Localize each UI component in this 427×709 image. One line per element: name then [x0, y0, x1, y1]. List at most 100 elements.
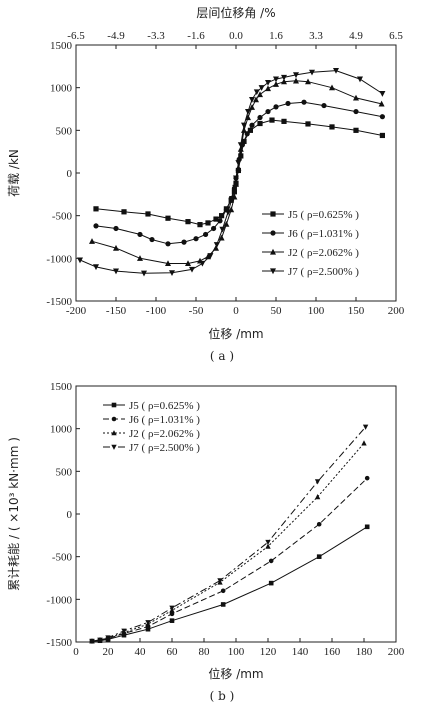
- legend-marker: [270, 268, 276, 275]
- series-line: [91, 526, 368, 642]
- data-point: [145, 211, 151, 217]
- x-tick-label: 100: [228, 646, 245, 658]
- data-point: [113, 244, 119, 251]
- legend-b: J5 ( ρ=0.625% ) J6 ( ρ=1.031% ) J2 ( ρ=2.0…: [103, 400, 200, 454]
- data-point: [205, 253, 211, 260]
- data-point: [89, 238, 95, 244]
- data-point: [268, 558, 274, 564]
- x-tick-label: 200: [388, 305, 405, 317]
- data-point: [265, 85, 271, 92]
- data-point: [265, 79, 271, 86]
- data-point: [89, 638, 95, 645]
- data-point: [137, 255, 143, 261]
- data-point: [249, 104, 255, 110]
- legend-entry: J6 ( ρ=1.031% ): [129, 414, 200, 426]
- top-tick-label: 6.5: [389, 30, 403, 42]
- data-point: [217, 218, 223, 224]
- data-point: [149, 236, 155, 243]
- data-point: [220, 588, 226, 594]
- top-tick-label: 3.3: [309, 30, 323, 42]
- x-tick-label: 0: [233, 305, 239, 317]
- data-point: [211, 225, 217, 232]
- data-point: [169, 605, 175, 611]
- data-point: [258, 85, 265, 91]
- legend-entry: J2 ( ρ=2.062% ): [288, 247, 359, 259]
- data-point: [141, 270, 147, 277]
- data-point: [364, 524, 370, 530]
- top-tick-label: -3.3: [147, 30, 165, 42]
- legend-entry: J2 ( ρ=2.062% ): [129, 428, 200, 440]
- data-point: [245, 114, 251, 121]
- data-point: [232, 184, 239, 191]
- y-axis-label-a: 荷载 /kN: [7, 149, 21, 197]
- data-point: [203, 231, 209, 238]
- data-point: [219, 226, 226, 233]
- y-tick-label: 500: [56, 466, 73, 478]
- data-point: [165, 260, 171, 267]
- data-point: [233, 175, 239, 182]
- data-point: [217, 578, 223, 584]
- data-point: [213, 216, 219, 222]
- top-tick-label: 1.6: [269, 30, 283, 42]
- top-axis-label-a: 层间位移角 /%: [196, 5, 275, 20]
- legend-entry: J7 ( ρ=2.500% ): [288, 266, 359, 278]
- data-point: [93, 223, 99, 229]
- data-point: [205, 220, 211, 226]
- x-tick-label: -150: [106, 305, 127, 317]
- legend-marker: [270, 248, 276, 255]
- series-2: [89, 475, 370, 644]
- data-point: [353, 127, 359, 133]
- data-point: [213, 242, 220, 248]
- data-point: [93, 264, 99, 271]
- data-point: [247, 127, 253, 133]
- data-point: [316, 521, 322, 527]
- plot-frame-b: [75, 385, 397, 643]
- data-point: [235, 164, 242, 171]
- series-line: [91, 80, 382, 264]
- data-point: [257, 91, 263, 98]
- x-tick-label: 20: [103, 646, 115, 658]
- legend-entry: J5 ( ρ=0.625% ): [288, 209, 359, 221]
- top-tick-label: 0.0: [229, 30, 243, 42]
- data-point: [305, 121, 311, 127]
- data-point: [249, 97, 255, 103]
- data-point: [165, 215, 171, 221]
- x-tick-label: 140: [292, 646, 309, 658]
- data-point: [309, 69, 315, 76]
- data-point: [293, 77, 299, 84]
- y-tick-label: 0: [67, 168, 73, 180]
- data-point: [93, 206, 99, 212]
- x-tick-label: 120: [260, 646, 277, 658]
- data-point: [362, 424, 369, 430]
- data-point: [281, 74, 287, 81]
- data-point: [97, 637, 103, 643]
- data-point: [253, 96, 259, 103]
- top-tick-label: -6.5: [67, 30, 85, 42]
- legend-entry: J6 ( ρ=1.031% ): [288, 228, 359, 240]
- data-point: [235, 160, 242, 166]
- caption-a: ( a ): [210, 349, 234, 363]
- x-tick-label: -50: [189, 305, 204, 317]
- caption-b: ( b ): [210, 689, 235, 703]
- axis-ticks-a: -200 -150 -100 -50 0 50 100 150 200-1500-1000-50…: [46, 30, 404, 317]
- data-point: [329, 124, 335, 130]
- data-point: [265, 539, 271, 546]
- data-point: [357, 76, 363, 83]
- x-tick-label: 40: [135, 646, 147, 658]
- data-point: [137, 231, 143, 238]
- data-point: [253, 89, 260, 96]
- series-line: [79, 70, 383, 274]
- data-point: [237, 142, 244, 149]
- data-point: [145, 620, 151, 626]
- y-tick-label: -1500: [46, 296, 72, 308]
- data-point: [207, 253, 214, 259]
- data-point: [379, 114, 385, 120]
- x-tick-label: 50: [271, 305, 283, 317]
- data-point: [285, 100, 291, 107]
- legend-entry: J7 ( ρ=2.500% ): [129, 442, 200, 454]
- y-axis-label-b: 累计耗能 / ( ×10³ kN·mm ): [7, 437, 21, 591]
- data-point: [189, 266, 195, 273]
- data-point: [249, 122, 255, 128]
- data-point: [265, 543, 271, 549]
- data-point: [223, 221, 230, 227]
